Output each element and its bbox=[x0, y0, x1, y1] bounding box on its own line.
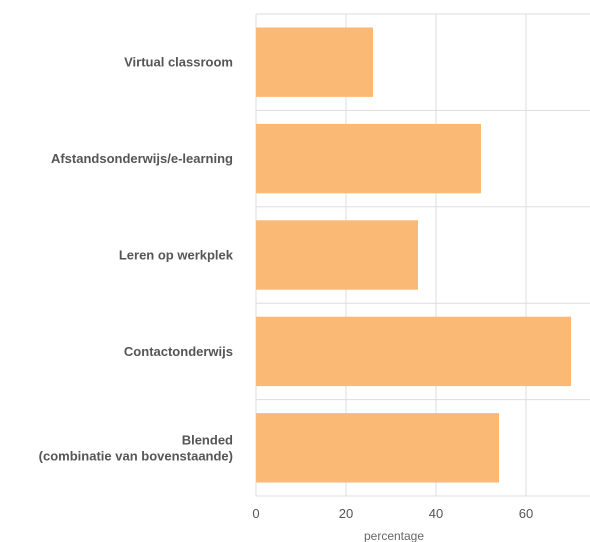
x-tick-label: 60 bbox=[519, 506, 533, 521]
x-tick-labels: 0 20 40 60 bbox=[252, 506, 533, 521]
x-tick-label: 20 bbox=[339, 506, 353, 521]
x-tick-label: 40 bbox=[429, 506, 443, 521]
bars bbox=[256, 27, 571, 483]
bar-4 bbox=[256, 413, 499, 483]
category-label: Contactonderwijs bbox=[124, 344, 233, 359]
category-label: Leren op werkplek bbox=[119, 248, 234, 263]
category-label: Virtual classroom bbox=[124, 55, 233, 70]
category-labels: Virtual classroom Afstandsonderwijs/e-lea… bbox=[39, 55, 234, 464]
bar-1 bbox=[256, 123, 481, 194]
x-tick-label: 0 bbox=[252, 506, 259, 521]
bar-0 bbox=[256, 27, 373, 97]
x-axis-title: percentage bbox=[364, 529, 424, 542]
bar-3 bbox=[256, 316, 571, 387]
category-label: Afstandsonderwijs/e-learning bbox=[51, 151, 233, 166]
bar-2 bbox=[256, 220, 418, 290]
category-label: Blended (combinatie van bovenstaande) bbox=[39, 432, 233, 463]
